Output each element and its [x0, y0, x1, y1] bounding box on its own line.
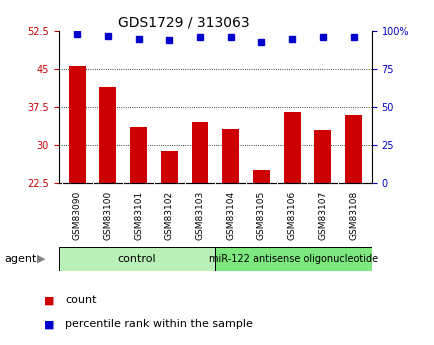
Text: GSM83102: GSM83102 — [164, 190, 173, 240]
Text: count: count — [65, 295, 96, 305]
Text: GSM83106: GSM83106 — [287, 190, 296, 240]
Bar — [252, 170, 269, 183]
Text: GDS1729 / 313063: GDS1729 / 313063 — [118, 16, 249, 30]
Bar — [283, 112, 300, 183]
Bar — [130, 127, 147, 183]
Bar — [99, 87, 116, 183]
Text: GSM83090: GSM83090 — [72, 190, 82, 240]
Bar — [215, 247, 371, 271]
Text: GSM83108: GSM83108 — [348, 190, 357, 240]
Bar — [222, 129, 239, 183]
Bar — [59, 247, 215, 271]
Text: ▶: ▶ — [37, 254, 46, 264]
Text: agent: agent — [4, 254, 36, 264]
Text: ■: ■ — [43, 295, 54, 305]
Text: miR-122 antisense oligonucleotide: miR-122 antisense oligonucleotide — [209, 254, 377, 264]
Bar — [344, 115, 361, 183]
Bar — [161, 151, 178, 183]
Text: GSM83107: GSM83107 — [318, 190, 326, 240]
Text: GSM83101: GSM83101 — [134, 190, 143, 240]
Text: ■: ■ — [43, 319, 54, 329]
Bar — [69, 67, 85, 183]
Bar — [314, 130, 330, 183]
Text: GSM83105: GSM83105 — [256, 190, 265, 240]
Bar — [191, 122, 208, 183]
Text: GSM83104: GSM83104 — [226, 190, 235, 240]
Text: percentile rank within the sample: percentile rank within the sample — [65, 319, 253, 329]
Text: GSM83100: GSM83100 — [103, 190, 112, 240]
Text: GSM83103: GSM83103 — [195, 190, 204, 240]
Text: control: control — [118, 254, 156, 264]
